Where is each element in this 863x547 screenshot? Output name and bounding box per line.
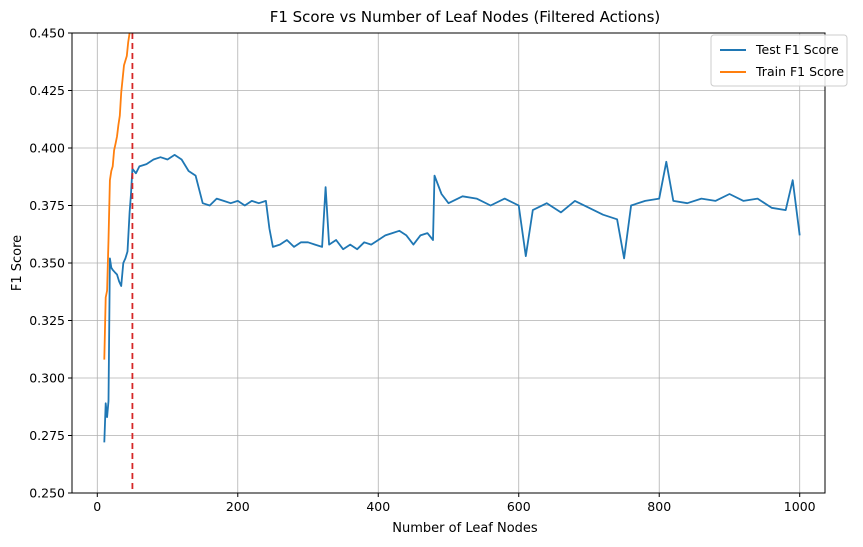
y-tick-label: 0.350 [29, 256, 65, 271]
y-tick-label: 0.425 [29, 83, 65, 98]
y-tick-label: 0.400 [29, 141, 65, 156]
x-tick-label: 600 [507, 499, 531, 514]
x-tick-label: 200 [226, 499, 250, 514]
y-tick-label: 0.375 [29, 198, 65, 213]
y-axis-label: F1 Score [10, 235, 25, 291]
x-tick-label: 400 [366, 499, 390, 514]
x-axis-label: Number of Leaf Nodes [392, 521, 538, 536]
x-tick-label: 0 [93, 499, 101, 514]
x-ticks: 0 200 400 600 800 1000 [93, 493, 816, 514]
x-tick-label: 1000 [784, 499, 816, 514]
y-tick-label: 0.275 [29, 428, 65, 443]
y-tick-label: 0.325 [29, 313, 65, 328]
chart-title: F1 Score vs Number of Leaf Nodes (Filter… [270, 8, 661, 26]
y-tick-label: 0.250 [29, 486, 65, 501]
legend-label-test: Test F1 Score [755, 42, 839, 57]
legend: Test F1 Score Train F1 Score [710, 34, 848, 87]
y-ticks: 0.250 0.275 0.300 0.325 0.350 0.375 0.400 0.425… [29, 26, 72, 501]
legend-label-train: Train F1 Score [755, 64, 844, 79]
series-line-train-f1 [103, 32, 131, 360]
legend-box [710, 34, 848, 87]
x-tick-label: 800 [647, 499, 671, 514]
y-tick-label: 0.300 [29, 371, 65, 386]
y-tick-label: 0.450 [29, 26, 65, 41]
